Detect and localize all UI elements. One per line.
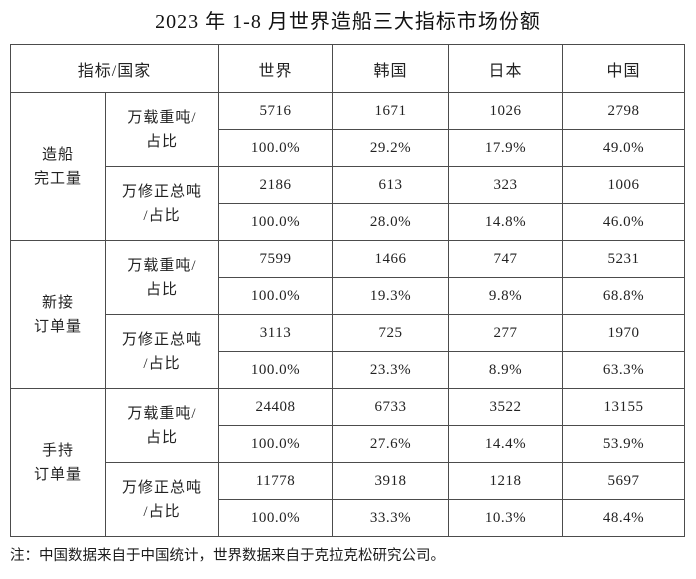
share-cell: 29.2% [332,129,450,167]
metric-label-dwt: 万载重吨/ 占比 [104,92,220,167]
share-cell: 9.8% [448,277,564,315]
value-cell: 3918 [332,462,450,500]
metric-label-dwt: 万载重吨/ 占比 [104,388,220,463]
table-row: 100.0% 33.3% 10.3% 48.4% [11,499,686,537]
value-cell: 747 [448,240,564,278]
value-cell: 3113 [218,314,334,352]
value-cell: 1671 [332,92,450,130]
value-cell: 1026 [448,92,564,130]
page: 2023 年 1-8 月世界造船三大指标市场份额 指标/国家 世界 韩国 日本 … [0,5,696,579]
header-col-japan: 日本 [448,44,564,93]
share-cell: 100.0% [218,499,334,537]
share-cell: 49.0% [562,129,686,167]
share-cell: 28.0% [332,203,450,241]
share-cell: 48.4% [562,499,686,537]
table-row: 100.0% 23.3% 8.9% 63.3% [11,351,686,389]
table-row: 100.0% 29.2% 17.9% 49.0% [11,129,686,167]
share-cell: 10.3% [448,499,564,537]
table-row: 造船 完工量 万载重吨/ 占比 5716 1671 1026 2798 [10,92,686,241]
value-cell: 1006 [562,166,686,204]
share-cell: 14.8% [448,203,564,241]
market-share-table: 指标/国家 世界 韩国 日本 中国 造船 完工量 万载重吨/ 占比 5716 1… [9,44,686,537]
metric-label-cgt: 万修正总吨 /占比 [104,462,220,537]
table-header-row: 指标/国家 世界 韩国 日本 中国 [9,44,686,93]
group-label-completions: 造船 完工量 [10,92,106,241]
share-cell: 27.6% [332,425,450,463]
share-cell: 33.3% [332,499,450,537]
table-row: 手持 订单量 万载重吨/ 占比 24408 6733 3522 13155 [10,388,686,537]
share-cell: 8.9% [448,351,564,389]
value-cell: 6733 [332,388,450,426]
value-cell: 323 [448,166,564,204]
table-row: 100.0% 28.0% 14.8% 46.0% [11,203,686,241]
share-cell: 100.0% [218,129,334,167]
metric-label-cgt: 万修正总吨 /占比 [104,314,220,389]
footnote: 注：中国数据来自于中国统计，世界数据来自于克拉克松研究公司。 [10,548,445,564]
share-cell: 23.3% [332,351,450,389]
share-cell: 68.8% [562,277,686,315]
value-cell: 2186 [218,166,334,204]
value-cell: 725 [332,314,450,352]
table-row: 100.0% 19.3% 9.8% 68.8% [11,277,686,315]
share-cell: 100.0% [218,425,334,463]
value-cell: 7599 [218,240,334,278]
share-cell: 63.3% [562,351,686,389]
value-cell: 2798 [562,92,686,130]
group-label-order-backlog: 手持 订单量 [10,388,106,537]
header-corner-cell: 指标/国家 [9,44,220,93]
value-cell: 5716 [218,92,334,130]
share-cell: 53.9% [562,425,686,463]
value-cell: 5231 [562,240,686,278]
value-cell: 613 [332,166,450,204]
value-cell: 5697 [562,462,686,500]
value-cell: 1466 [332,240,450,278]
table-row: 新接 订单量 万载重吨/ 占比 7599 1466 747 5231 [10,240,686,389]
value-cell: 11778 [218,462,334,500]
table-row: 100.0% 27.6% 14.4% 53.9% [11,425,686,463]
table-row: 万修正总吨 /占比 11778 3918 1218 5697 [11,462,686,537]
share-cell: 100.0% [218,277,334,315]
share-cell: 19.3% [332,277,450,315]
metric-label-cgt: 万修正总吨 /占比 [104,166,220,241]
value-cell: 277 [448,314,564,352]
share-cell: 14.4% [448,425,564,463]
share-cell: 100.0% [218,203,334,241]
share-cell: 46.0% [562,203,686,241]
share-cell: 100.0% [218,351,334,389]
table-row: 万修正总吨 /占比 2186 613 323 1006 [11,166,686,241]
value-cell: 24408 [218,388,334,426]
value-cell: 1218 [448,462,564,500]
value-cell: 3522 [448,388,564,426]
share-cell: 17.9% [448,129,564,167]
value-cell: 13155 [562,388,686,426]
header-col-world: 世界 [218,44,334,93]
page-title: 2023 年 1-8 月世界造船三大指标市场份额 [155,11,541,33]
header-col-china: 中国 [562,44,686,93]
value-cell: 1970 [562,314,686,352]
header-col-korea: 韩国 [332,44,450,93]
group-label-new-orders: 新接 订单量 [10,240,106,389]
metric-label-dwt: 万载重吨/ 占比 [104,240,220,315]
table-row: 万修正总吨 /占比 3113 725 277 1970 [11,314,686,389]
